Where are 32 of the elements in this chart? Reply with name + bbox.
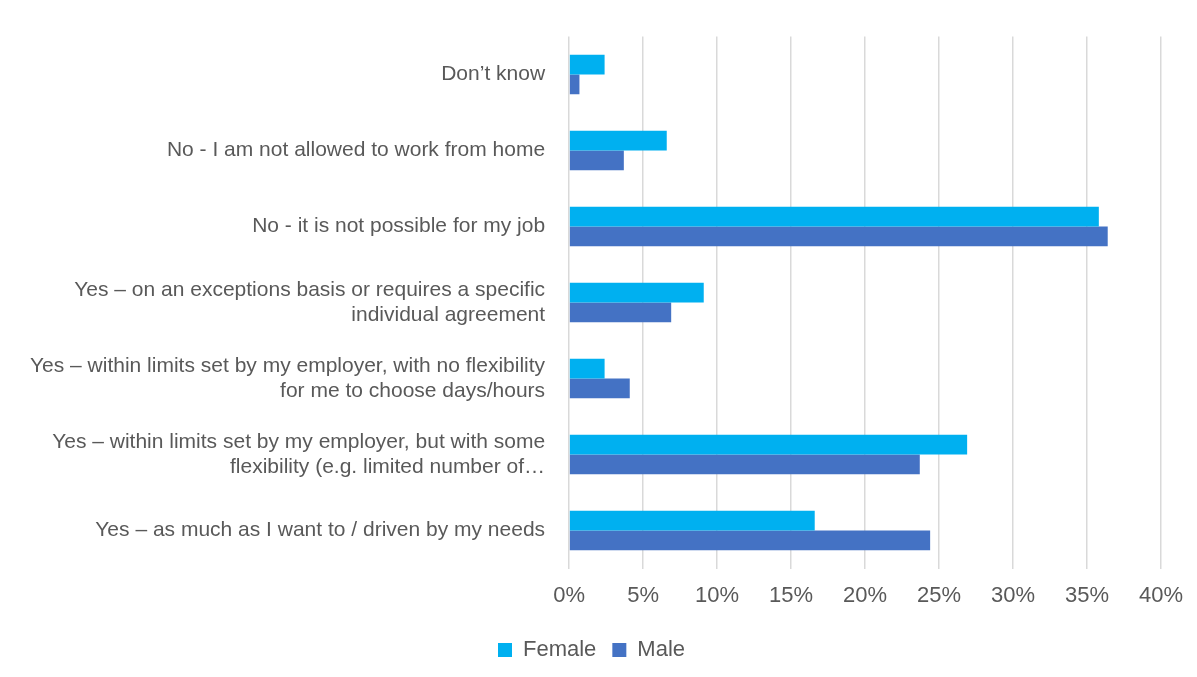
bar	[569, 206, 1099, 227]
x-tick-label: 15%	[769, 581, 814, 607]
legend-label: Female	[522, 636, 597, 662]
x-tick-label: 5%	[627, 581, 659, 607]
x-tick-label: 0%	[553, 581, 585, 607]
bar	[569, 378, 630, 399]
bar	[569, 434, 968, 455]
x-tick-label: 35%	[1064, 581, 1110, 607]
bar	[569, 226, 1108, 247]
bar	[569, 74, 580, 95]
bar	[569, 130, 667, 151]
y-tick-label: Yes – as much as I want to / driven by my needs	[95, 517, 546, 541]
y-tick-label: No - I am not allowed to work from home	[166, 137, 546, 161]
x-tick-label: 40%	[1138, 581, 1184, 607]
x-tick-label: 25%	[917, 581, 962, 607]
y-tick-label: Yes – within limits set by my employer, but with some flexibility (e.g. limited number of…	[52, 428, 546, 477]
legend-label: Male	[637, 636, 686, 662]
x-tick-label: 20%	[843, 581, 888, 607]
bar	[569, 282, 704, 303]
bar	[569, 54, 605, 75]
x-tick-label: 10%	[695, 581, 740, 607]
bar	[569, 302, 672, 323]
bar	[569, 150, 624, 171]
bar	[569, 358, 605, 379]
y-tick-label: Yes – on an exceptions basis or requires a specific individual agreement	[74, 276, 546, 325]
x-tick-label: 30%	[990, 581, 1036, 607]
bar	[569, 454, 920, 475]
y-tick-label: No - it is not possible for my job	[252, 213, 546, 237]
bar	[569, 530, 931, 551]
bar	[569, 510, 815, 531]
y-tick-label: Yes – within limits set by my employer, with no flexibility for me to choose days/hours	[29, 352, 546, 401]
y-tick-label: Don’t know	[441, 61, 546, 85]
